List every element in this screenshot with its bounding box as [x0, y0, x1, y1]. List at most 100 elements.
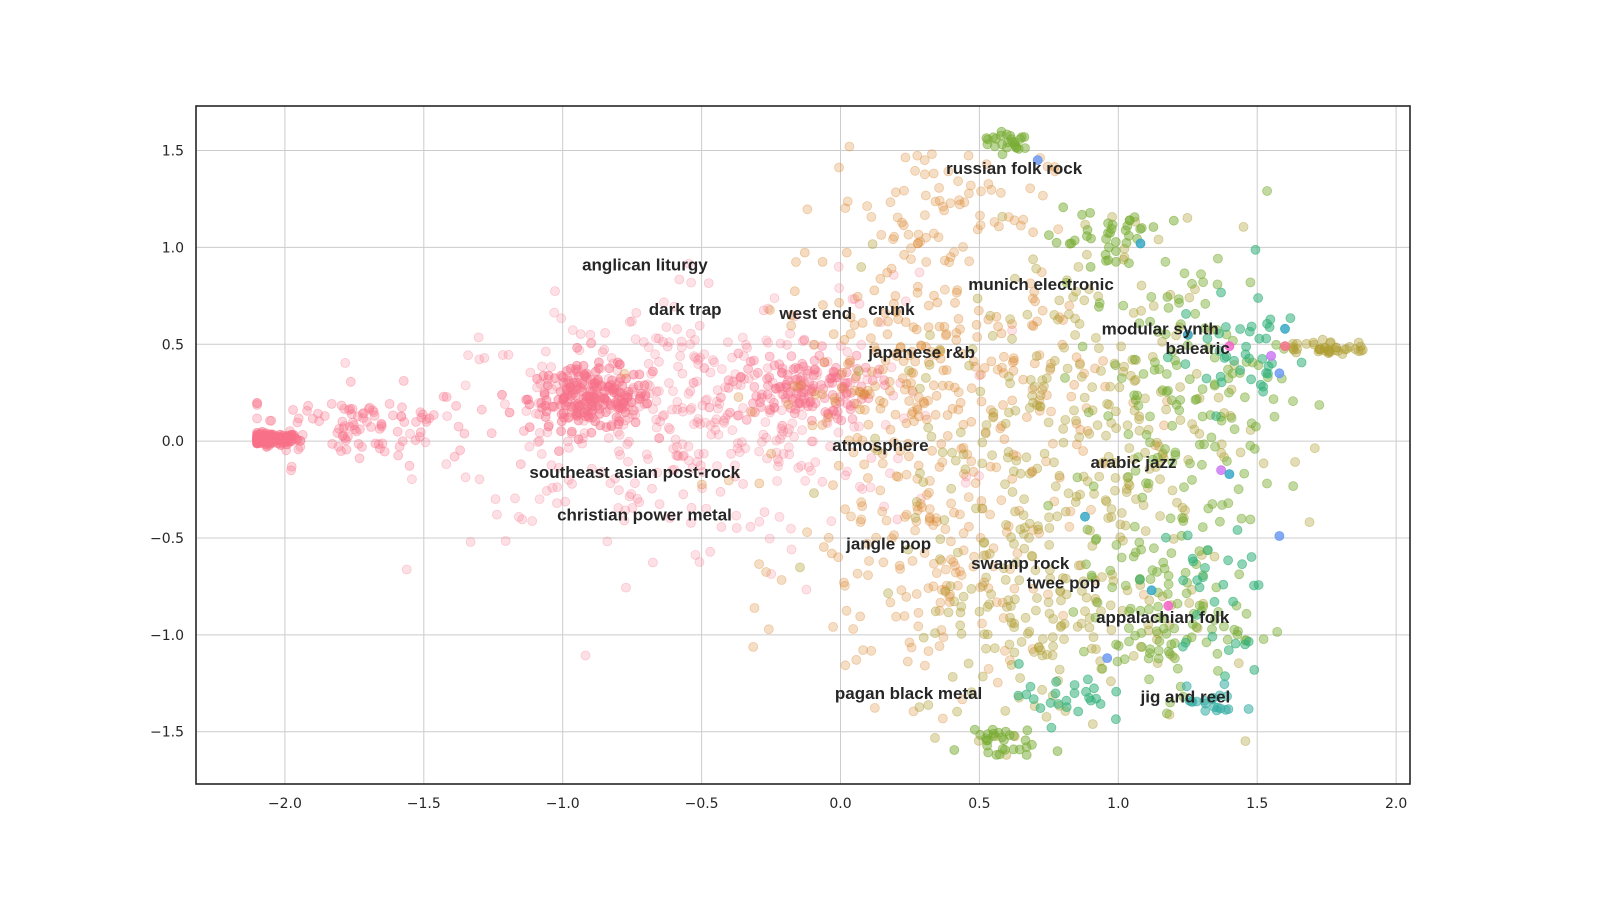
data-point: [293, 444, 304, 455]
data-point: [1096, 365, 1106, 376]
data-point: [763, 303, 773, 314]
data-point: [889, 298, 899, 309]
data-point: [921, 372, 931, 383]
data-point: [614, 485, 624, 496]
data-point: [946, 498, 956, 509]
data-point: [913, 281, 923, 292]
data-point: [379, 446, 390, 457]
data-point: [797, 336, 808, 347]
data-point: [1007, 319, 1017, 329]
data-point: [948, 557, 959, 567]
data-point: [1071, 418, 1082, 429]
data-point: [977, 581, 988, 591]
data-point: [918, 477, 929, 488]
data-point: [354, 453, 365, 464]
data-point: [1234, 569, 1245, 580]
data-point: [575, 408, 585, 419]
data-point: [742, 342, 752, 353]
data-point: [674, 274, 685, 285]
data-point: [940, 524, 951, 534]
data-point: [1103, 255, 1114, 266]
data-point: [556, 416, 567, 427]
data-point: [833, 427, 844, 438]
data-point: [985, 509, 995, 520]
data-point: [1052, 511, 1063, 522]
data-point: [556, 409, 567, 420]
data-point: [781, 379, 791, 390]
data-point: [736, 371, 746, 382]
data-point: [1071, 439, 1082, 450]
data-point: [817, 256, 828, 267]
data-point: [895, 342, 906, 353]
data-point: [945, 198, 956, 209]
data-point: [514, 512, 524, 522]
data-point: [828, 622, 838, 632]
data-point: [578, 433, 588, 444]
data-point: [956, 628, 967, 639]
data-point: [950, 567, 961, 578]
data-point: [831, 398, 841, 409]
data-point: [919, 398, 930, 409]
data-point: [760, 417, 771, 428]
data-point: [791, 257, 801, 267]
data-point: [897, 373, 908, 384]
data-point: [928, 228, 939, 239]
data-point: [411, 416, 421, 427]
data-point: [510, 493, 520, 504]
data-point: [1246, 552, 1257, 562]
data-point: [1100, 381, 1110, 392]
data-point: [859, 404, 870, 415]
data-point: [1110, 472, 1121, 483]
data-point: [888, 234, 898, 245]
data-point: [633, 380, 644, 391]
data-point: [833, 261, 844, 272]
data-point: [1130, 547, 1141, 558]
data-point: [562, 371, 573, 382]
data-point: [1144, 674, 1154, 685]
data-point: [614, 413, 625, 424]
data-point: [662, 341, 673, 352]
data-point: [543, 370, 554, 381]
data-point: [903, 438, 913, 449]
data-point: [601, 422, 612, 433]
data-point: [923, 300, 934, 311]
data-point: [293, 413, 304, 424]
data-point: [638, 337, 649, 347]
data-point: [952, 285, 963, 296]
data-point: [1169, 638, 1180, 649]
data-point: [570, 390, 581, 401]
data-point: [840, 378, 851, 389]
data-point: [888, 269, 899, 280]
data-point: [670, 434, 681, 445]
data-point: [651, 395, 662, 406]
data-point: [1098, 458, 1109, 469]
data-point: [914, 392, 924, 403]
data-point: [366, 422, 377, 432]
data-point: [582, 372, 592, 383]
genre-annotation: arabic jazz: [1091, 453, 1177, 472]
data-point: [1028, 293, 1038, 304]
data-point: [1143, 478, 1154, 489]
data-point: [1076, 371, 1087, 382]
data-point: [932, 516, 942, 527]
data-point: [1304, 517, 1315, 527]
data-point: [803, 392, 814, 403]
data-point: [797, 371, 808, 382]
data-point: [1111, 686, 1122, 697]
data-point: [1210, 441, 1220, 452]
highlight-point: [1280, 323, 1290, 334]
data-point: [404, 460, 415, 471]
data-point: [925, 512, 935, 523]
data-point: [985, 310, 996, 321]
data-point: [939, 515, 950, 525]
data-point: [719, 417, 729, 428]
data-point: [873, 316, 883, 327]
data-point: [741, 339, 751, 350]
data-point: [1054, 312, 1065, 323]
data-point: [353, 438, 364, 449]
data-point: [561, 365, 572, 376]
data-point: [701, 503, 712, 514]
data-point: [549, 307, 560, 318]
data-point: [882, 267, 893, 278]
data-point: [686, 502, 697, 513]
